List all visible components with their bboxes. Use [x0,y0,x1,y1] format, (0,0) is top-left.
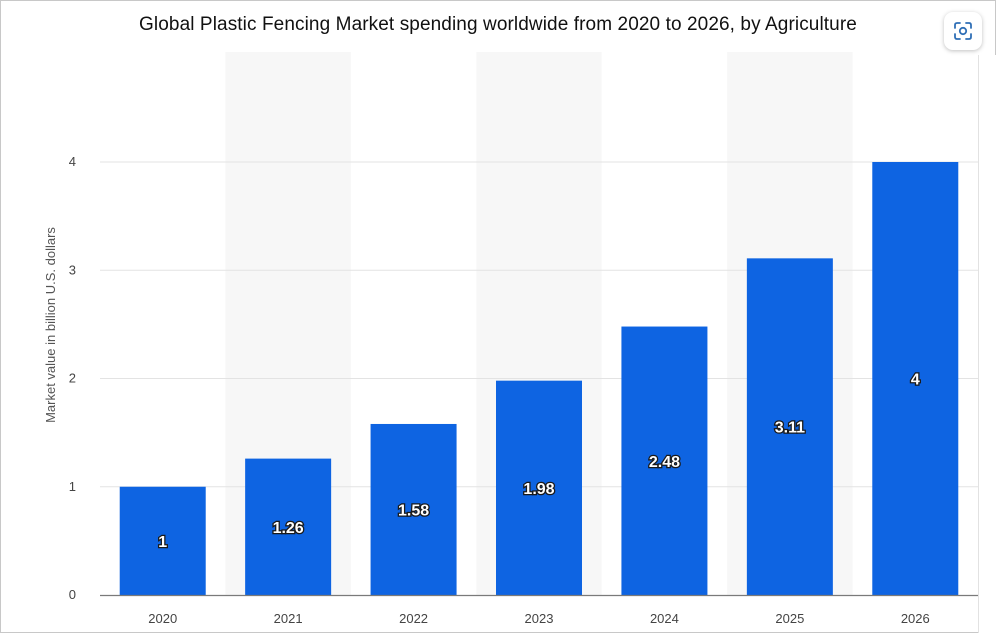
y-tick-label: 4 [69,154,76,169]
y-axis-label: Market value in billion U.S. dollars [43,227,58,423]
bar[interactable] [496,380,582,595]
bar-data-label: 3.11 [775,420,805,437]
bars: 1 1.26 1.58 1.98 2.48 3.11 4 [119,162,959,595]
bar-data-label: 1.26 [273,520,304,537]
x-tick-label: 2026 [901,611,930,626]
bar[interactable] [872,162,959,595]
bar[interactable] [370,423,457,595]
chart-title: Global Plastic Fencing Market spending w… [139,14,857,35]
x-tick-label: 2024 [650,611,679,626]
x-tick-label: 2020 [148,611,177,626]
x-axis-ticks: 2020 2021 2022 2023 2024 2025 2026 [148,611,929,626]
y-axis-ticks: 0 1 2 3 4 [69,154,76,602]
visual-search-button[interactable] [944,12,982,50]
x-tick-label: 2025 [775,611,804,626]
bar-data-label: 1.98 [523,481,554,498]
bar[interactable] [621,326,708,595]
y-tick-label: 2 [69,371,76,386]
y-tick-label: 1 [69,479,76,494]
bar[interactable] [746,258,833,595]
bar[interactable] [245,458,332,595]
scan-search-icon [954,22,972,40]
bar-data-label: 2.48 [649,454,680,471]
x-tick-label: 2021 [274,611,303,626]
bar-data-label: 4 [911,372,920,389]
y-tick-label: 0 [69,587,76,602]
bar-data-label: 1.58 [398,502,429,519]
scrollbar-track[interactable] [978,55,996,633]
y-tick-label: 3 [69,262,76,277]
bar[interactable] [119,486,206,595]
x-tick-label: 2023 [525,611,554,626]
bar-data-label: 1 [158,534,167,551]
x-tick-label: 2022 [399,611,428,626]
